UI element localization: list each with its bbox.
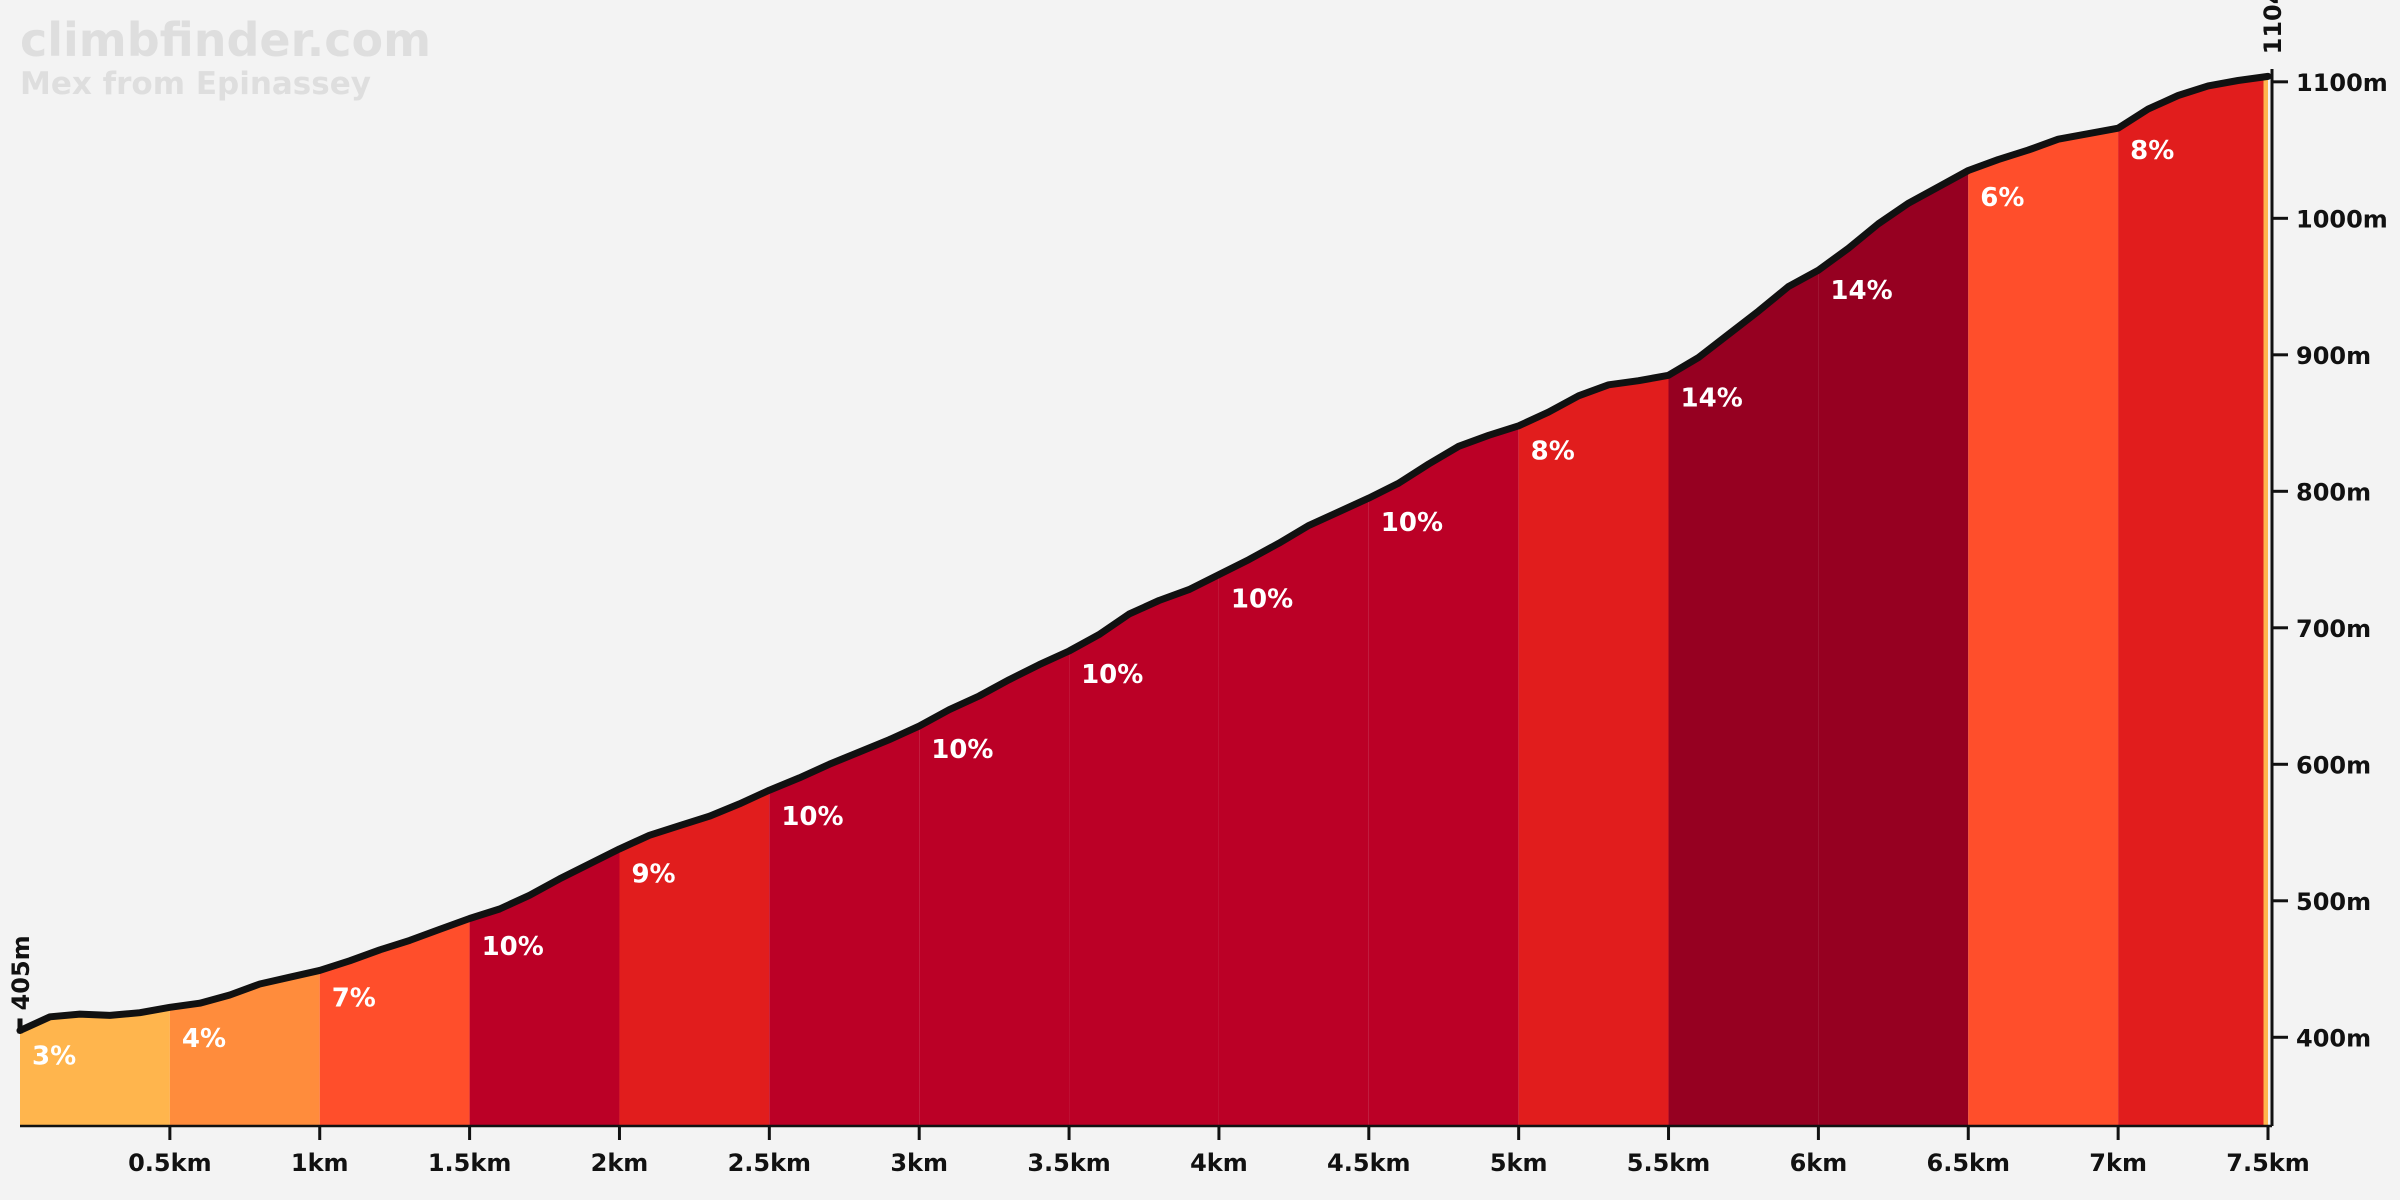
- grade-segment-14: [1968, 128, 2119, 1126]
- x-tick-label-7: 3.5km: [1027, 1149, 1110, 1177]
- x-tick-label-9: 4.5km: [1327, 1149, 1410, 1177]
- x-tick-label-2: 1km: [291, 1149, 349, 1177]
- x-tick-label-8: 4km: [1190, 1149, 1248, 1177]
- y-tick-label-3: 600m: [2296, 751, 2371, 779]
- grade-label-1: 3%: [32, 1041, 76, 1071]
- y-tick-label-7: 1000m: [2296, 205, 2388, 233]
- grade-label-11: 8%: [1531, 437, 1575, 467]
- x-tick-label-13: 6.5km: [1927, 1149, 2010, 1177]
- grade-labels: 3% 4% 7% 10% 9% 10% 10% 10% 10% 10% 8% 14% 14% 6% 8%: [32, 136, 2174, 1071]
- grade-segment-6: [769, 726, 920, 1126]
- grade-label-4: 10%: [482, 932, 544, 962]
- grade-label-15: 8%: [2130, 136, 2174, 166]
- grade-segment-10: [1368, 425, 1519, 1126]
- y-tick-label-4: 700m: [2296, 615, 2371, 643]
- profile-line-group: [16, 72, 2272, 1034]
- grade-label-3: 7%: [332, 984, 376, 1014]
- grade-segment-15: [2118, 76, 2268, 1126]
- climb-name: Mex from Epinassey: [20, 66, 371, 102]
- grade-segment-8: [1069, 574, 1219, 1126]
- grade-segment-1: [20, 1007, 170, 1126]
- x-tick-label-14: 7km: [2089, 1149, 2147, 1177]
- grade-segment-5: [619, 790, 770, 1126]
- grade-label-14: 6%: [1980, 183, 2024, 213]
- grade-segments: [20, 76, 2268, 1127]
- grade-label-12: 14%: [1681, 384, 1743, 414]
- x-tick-label-5: 2.5km: [728, 1149, 811, 1177]
- grade-label-8: 10%: [1081, 660, 1143, 690]
- grade-segment-7: [919, 651, 1070, 1126]
- x-tick-label-10: 5km: [1490, 1149, 1548, 1177]
- grade-label-6: 10%: [781, 802, 843, 832]
- grade-segment-2: [169, 970, 320, 1126]
- axes: 0.5km 1km 1.5km 2km 2.5km 3km 3.5km 4km 4.5km 5km…: [7, 0, 2388, 1177]
- x-tick-label-12: 6km: [1790, 1149, 1848, 1177]
- grade-segment-13: [1818, 170, 1969, 1126]
- grade-label-10: 10%: [1381, 508, 1443, 538]
- grade-segment-4: [469, 848, 620, 1126]
- grade-segment-12: [1668, 270, 1819, 1126]
- grade-segment-9: [1218, 498, 1369, 1127]
- grade-label-5: 9%: [631, 860, 675, 890]
- grade-label-7: 10%: [931, 735, 993, 765]
- site-name: climbfinder.com: [20, 13, 432, 67]
- y-tick-label-5: 800m: [2296, 478, 2371, 506]
- grade-label-13: 14%: [1830, 276, 1892, 306]
- y-tick-label-8: 1100m: [2296, 69, 2388, 97]
- start-elevation-label: 405m: [7, 935, 35, 1010]
- grade-segment-3: [319, 918, 470, 1126]
- y-tick-label-6: 900m: [2296, 342, 2371, 370]
- grade-label-9: 10%: [1231, 585, 1293, 615]
- x-tick-label-3: 1.5km: [428, 1149, 511, 1177]
- brand-header: climbfinder.com Mex from Epinassey: [20, 14, 431, 102]
- grade-segment-11: [1518, 375, 1669, 1126]
- grade-label-2: 4%: [182, 1024, 226, 1054]
- x-tick-label-1: 0.5km: [128, 1149, 211, 1177]
- x-tick-label-4: 2km: [591, 1149, 649, 1177]
- final-grade-strip: [2263, 76, 2268, 1126]
- x-tick-label-6: 3km: [890, 1149, 948, 1177]
- x-tick-label-15: 7.5km: [2226, 1149, 2309, 1177]
- x-tick-label-11: 5.5km: [1627, 1149, 1710, 1177]
- y-tick-label-1: 400m: [2296, 1024, 2371, 1052]
- end-elevation-label: 1104m: [2259, 0, 2287, 54]
- y-tick-label-2: 500m: [2296, 888, 2371, 916]
- profile-line: [16, 72, 2272, 1034]
